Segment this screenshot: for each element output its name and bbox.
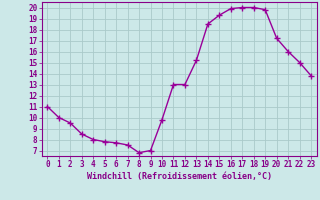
X-axis label: Windchill (Refroidissement éolien,°C): Windchill (Refroidissement éolien,°C) <box>87 172 272 181</box>
